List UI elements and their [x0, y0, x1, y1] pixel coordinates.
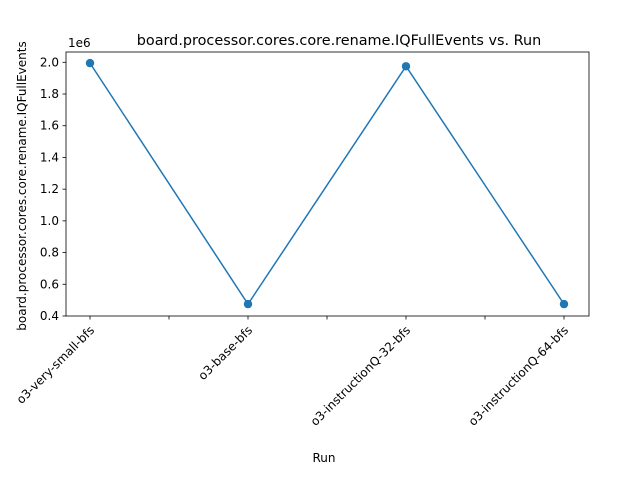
chart-title: board.processor.cores.core.rename.IQFull…: [137, 33, 541, 49]
y-tick-label: 0.6: [40, 277, 59, 291]
y-tick-label: 1.8: [40, 87, 59, 101]
y-tick-label: 1.4: [40, 150, 59, 164]
plot-area-frame: [65, 51, 590, 317]
y-tick-label: 1.6: [40, 119, 59, 133]
y-axis-ticks: 0.4 0.6 0.8 1.0 1.2 1.4 1.6 1.8 2.0: [40, 55, 66, 323]
series-line: [89, 62, 565, 306]
y-tick-label: 1.0: [40, 214, 59, 228]
data-point: [401, 62, 411, 71]
y-tick-label: 0.8: [40, 246, 59, 260]
y-tick-label: 2.0: [40, 55, 59, 69]
x-tick-label: o3-instructionQ-64-bfs: [466, 323, 571, 428]
y-tick-label: 0.4: [40, 309, 59, 323]
x-axis-label: Run: [312, 451, 335, 465]
data-series: [85, 58, 569, 309]
x-tick-label: o3-instructionQ-32-bfs: [308, 323, 413, 428]
data-point: [85, 58, 95, 68]
x-tick-label: o3-very-small-bfs: [14, 323, 97, 406]
data-point: [559, 299, 569, 309]
y-tick-label: 1.2: [40, 182, 59, 196]
x-tick-label: o3-base-bfs: [195, 323, 255, 383]
x-axis-ticks: o3-very-small-bfs o3-base-bfs o3-instructi…: [14, 316, 571, 429]
data-point: [243, 299, 253, 309]
y-axis-offset-label: 1e6: [68, 36, 91, 50]
y-axis-label: board.processor.cores.core.rename.IQFull…: [15, 41, 29, 330]
